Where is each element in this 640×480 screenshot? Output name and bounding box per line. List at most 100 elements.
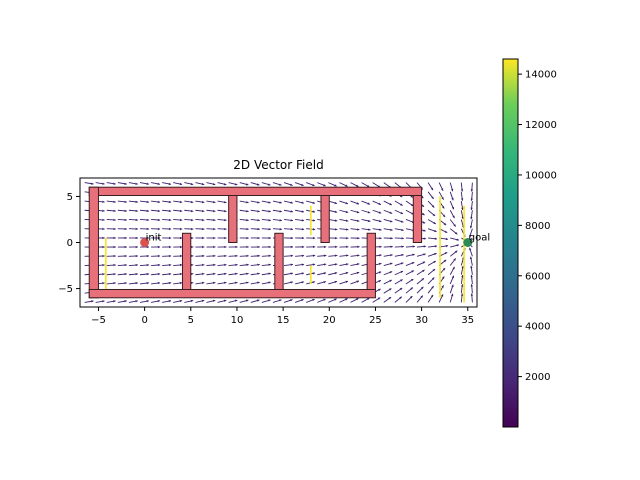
- vector-arrowhead: [168, 209, 172, 213]
- vector-arrowhead: [334, 298, 337, 301]
- vector-arrowhead: [102, 272, 105, 276]
- colorbar-tick-label: 8000: [525, 221, 550, 232]
- vector-arrowhead: [368, 228, 371, 231]
- vector-arrowhead: [411, 262, 415, 265]
- vector-arrowhead: [356, 263, 360, 266]
- vector-arrowhead: [102, 254, 105, 258]
- vector-arrowhead: [444, 252, 448, 255]
- vector-arrowhead: [389, 262, 393, 265]
- vector-arrowhead: [452, 266, 455, 270]
- vector-arrowhead: [124, 254, 127, 258]
- vector-arrowhead: [268, 281, 271, 284]
- vector-arrowhead: [346, 245, 349, 249]
- vector-arrowhead: [401, 228, 404, 232]
- vector-arrowhead: [412, 253, 415, 257]
- vector-arrowhead: [135, 263, 138, 267]
- vector-arrowhead: [378, 280, 381, 283]
- vector-arrowhead: [257, 263, 260, 267]
- vector-arrowhead: [432, 269, 436, 272]
- vector-arrowhead: [235, 263, 238, 267]
- vector-arrowhead: [102, 200, 105, 203]
- vector-arrowhead: [445, 244, 449, 248]
- y-tick-label: −5: [58, 284, 73, 295]
- vector-arrowhead: [113, 281, 116, 285]
- vector-arrowhead: [460, 284, 464, 287]
- vector-arrowhead: [312, 236, 316, 240]
- vector-arrowhead: [268, 219, 271, 222]
- colorbar-tick-label: 12000: [525, 120, 557, 131]
- vector-arrowhead: [440, 188, 444, 191]
- obstacles: [88, 186, 423, 299]
- vector-arrowhead: [460, 293, 464, 296]
- vector-arrowhead: [410, 203, 414, 207]
- obstacle: [366, 232, 376, 290]
- vector-arrowhead: [102, 236, 105, 240]
- vector-arrowhead: [168, 272, 172, 276]
- vector-arrowhead: [135, 245, 138, 249]
- vector-arrowhead: [113, 209, 116, 213]
- vector-arrowhead: [113, 245, 116, 249]
- vector-arrowhead: [213, 263, 216, 267]
- vector-arrowhead: [450, 293, 454, 297]
- vector-arrowhead: [312, 219, 316, 222]
- vector-arrowhead: [434, 229, 437, 233]
- vector-arrowhead: [246, 245, 249, 249]
- vector-arrowhead: [102, 300, 105, 303]
- vector-arrowhead: [470, 198, 473, 201]
- vector-arrowhead: [345, 263, 349, 266]
- vector-arrowhead: [223, 183, 227, 186]
- vector-arrowhead: [202, 272, 205, 276]
- vector-arrowhead: [212, 299, 216, 303]
- vector-arrowhead: [91, 300, 94, 303]
- vector-arrowhead: [390, 228, 393, 231]
- vector-arrowhead: [146, 200, 149, 204]
- vector-arrowhead: [388, 297, 392, 300]
- vector-arrowhead: [235, 272, 238, 276]
- vector-arrowhead: [451, 284, 454, 288]
- vector-arrowhead: [301, 254, 305, 257]
- vector-arrowhead: [345, 210, 349, 214]
- vector-arrowhead: [356, 202, 359, 205]
- y-axis: −5 0 5: [58, 192, 80, 295]
- vector-arrowhead: [257, 236, 260, 240]
- vector-arrowhead: [442, 276, 445, 280]
- vector-arrowhead: [434, 237, 438, 240]
- vector-arrowhead: [157, 182, 160, 186]
- vector-arrowhead: [257, 245, 260, 249]
- x-tick-label: 25: [369, 315, 382, 326]
- vector-arrowhead: [257, 299, 260, 302]
- vector-arrowhead: [213, 254, 216, 258]
- vector-arrowhead: [213, 227, 216, 231]
- vector-arrowhead: [356, 280, 359, 283]
- vector-arrowhead: [135, 254, 138, 258]
- vector-arrowhead: [345, 280, 348, 284]
- vector-arrowhead: [334, 280, 337, 284]
- vector-arrowhead: [324, 245, 327, 249]
- vector-arrowhead: [113, 200, 116, 204]
- vector-arrowhead: [202, 254, 205, 258]
- vector-arrowhead: [146, 281, 149, 285]
- obstacle: [181, 232, 192, 290]
- vector-arrowhead: [279, 210, 282, 213]
- vector-arrowhead: [146, 182, 149, 186]
- vector-arrowhead: [450, 188, 454, 192]
- vector-arrowhead: [202, 218, 205, 222]
- vector-arrowhead: [430, 187, 434, 191]
- vector-arrowhead: [135, 236, 138, 240]
- vector-arrowhead: [422, 261, 426, 264]
- vector-arrowhead: [400, 211, 404, 215]
- vector-arrowhead: [400, 262, 404, 265]
- vector-arrowhead: [223, 299, 227, 302]
- vector-arrowhead: [268, 210, 271, 213]
- vector-arrowhead: [246, 272, 249, 275]
- plot-area: init goal: [79, 177, 490, 308]
- vector-arrowhead: [157, 272, 161, 276]
- vector-arrowhead: [146, 236, 150, 240]
- vector-arrowhead: [379, 254, 382, 257]
- vector-arrowhead: [431, 277, 435, 280]
- vector-arrowhead: [246, 218, 249, 222]
- vector-arrowhead: [389, 279, 392, 283]
- vector-arrowhead: [423, 245, 426, 248]
- vector-arrowhead: [179, 263, 183, 267]
- vector-arrowhead: [378, 202, 381, 205]
